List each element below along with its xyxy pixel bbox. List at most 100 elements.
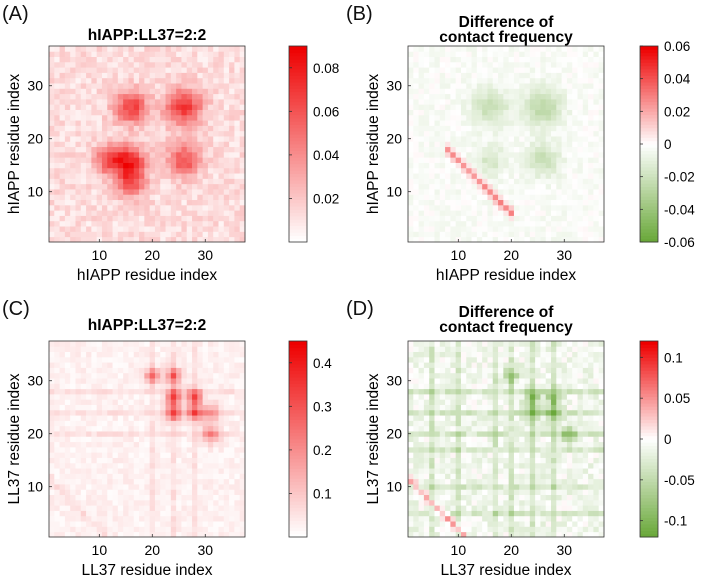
heatmap-cell — [418, 136, 425, 142]
heatmap-cell — [107, 372, 113, 379]
heatmap-cell — [588, 183, 594, 190]
heatmap-cell — [492, 167, 499, 174]
heatmap-cell — [418, 415, 425, 421]
heatmap-cell — [49, 473, 55, 480]
heatmap-cell — [202, 194, 209, 201]
heatmap-cell — [455, 489, 462, 496]
heatmap-cell — [503, 157, 510, 163]
heatmap-cell — [540, 226, 547, 232]
heatmap-cell — [471, 372, 478, 379]
heatmap-cell — [101, 431, 108, 437]
heatmap-cell — [154, 499, 161, 506]
heatmap-cell — [455, 409, 462, 416]
heatmap-cell — [566, 141, 573, 148]
heatmap-cell — [144, 499, 151, 506]
heatmap-cell — [54, 436, 60, 443]
heatmap-cell — [149, 120, 156, 126]
heatmap-cell — [181, 468, 188, 474]
heatmap-cell — [181, 484, 188, 490]
heatmap-cell — [181, 199, 188, 206]
heatmap-cell — [450, 515, 457, 522]
heatmap-cell — [170, 515, 177, 522]
heatmap-cell — [513, 204, 520, 211]
heatmap-cell — [197, 77, 204, 84]
heatmap-cell — [588, 130, 594, 137]
heatmap-cell — [64, 473, 71, 480]
heatmap-cell — [80, 484, 87, 490]
heatmap-cell — [64, 98, 71, 105]
colorbar-segment — [289, 153, 307, 158]
heatmap-cell — [181, 367, 188, 374]
heatmap-cell — [577, 167, 584, 174]
heatmap-cell — [556, 236, 563, 243]
heatmap-cell — [75, 77, 82, 84]
heatmap-cell — [239, 125, 246, 132]
heatmap-cell — [207, 93, 214, 100]
heatmap-cell — [165, 484, 172, 490]
heatmap-cell — [91, 120, 98, 126]
heatmap-cell — [434, 388, 441, 395]
heatmap-cell — [460, 125, 467, 132]
heatmap-cell — [213, 215, 219, 222]
heatmap-cell — [112, 199, 119, 206]
heatmap-cell — [229, 505, 235, 511]
heatmap-cell — [54, 526, 60, 533]
heatmap-cell — [450, 109, 457, 116]
heatmap-cell — [107, 178, 113, 185]
heatmap-cell — [223, 452, 230, 458]
heatmap-cell — [170, 194, 177, 201]
heatmap-cell — [455, 420, 462, 427]
heatmap-cell — [535, 109, 541, 116]
heatmap-cell — [229, 415, 235, 421]
heatmap-cell — [429, 484, 435, 490]
heatmap-cell — [540, 109, 547, 116]
heatmap-cell — [460, 409, 467, 416]
heatmap-cell — [508, 98, 515, 105]
heatmap-cell — [101, 478, 108, 485]
heatmap-cell — [487, 436, 494, 443]
heatmap-cell — [508, 93, 515, 100]
heatmap-cell — [133, 167, 140, 174]
heatmap-cell — [59, 409, 66, 416]
heatmap-cell — [429, 383, 435, 390]
heatmap-cell — [70, 199, 76, 206]
heatmap-cell — [213, 204, 219, 211]
heatmap-cell — [476, 452, 483, 458]
heatmap-cell — [181, 136, 188, 142]
heatmap-cell — [59, 484, 66, 490]
heatmap-cell — [498, 67, 504, 73]
heatmap-cell — [471, 457, 478, 464]
heatmap-cell — [566, 167, 573, 174]
heatmap-cell — [423, 178, 430, 185]
heatmap-cell — [482, 346, 488, 352]
heatmap-cell — [445, 356, 451, 363]
heatmap-cell — [133, 141, 140, 148]
heatmap-cell — [54, 521, 60, 527]
heatmap-cell — [535, 178, 541, 185]
heatmap-cell — [165, 356, 172, 363]
heatmap-cell — [418, 204, 425, 211]
heatmap-cell — [123, 151, 129, 158]
heatmap-cell — [160, 141, 166, 148]
heatmap-cell — [49, 125, 55, 132]
heatmap-cell — [234, 210, 241, 216]
heatmap-cell — [234, 93, 241, 100]
heatmap-cell — [524, 130, 531, 137]
heatmap-cell — [107, 526, 113, 533]
heatmap-cell — [101, 93, 108, 100]
heatmap-cell — [572, 167, 578, 174]
heatmap-cell — [86, 441, 92, 448]
heatmap-cell — [429, 120, 435, 126]
heatmap-cell — [413, 51, 419, 57]
heatmap-cell — [170, 61, 177, 68]
heatmap-cell — [545, 226, 552, 232]
heatmap-cell — [476, 183, 483, 190]
heatmap-cell — [64, 88, 71, 95]
heatmap-cell — [112, 446, 119, 453]
heatmap-cell — [70, 61, 76, 68]
heatmap-cell — [213, 436, 219, 443]
heatmap-cell — [107, 51, 113, 57]
heatmap-cell — [59, 236, 66, 243]
heatmap-cell — [572, 204, 578, 211]
heatmap-cell — [154, 420, 161, 427]
